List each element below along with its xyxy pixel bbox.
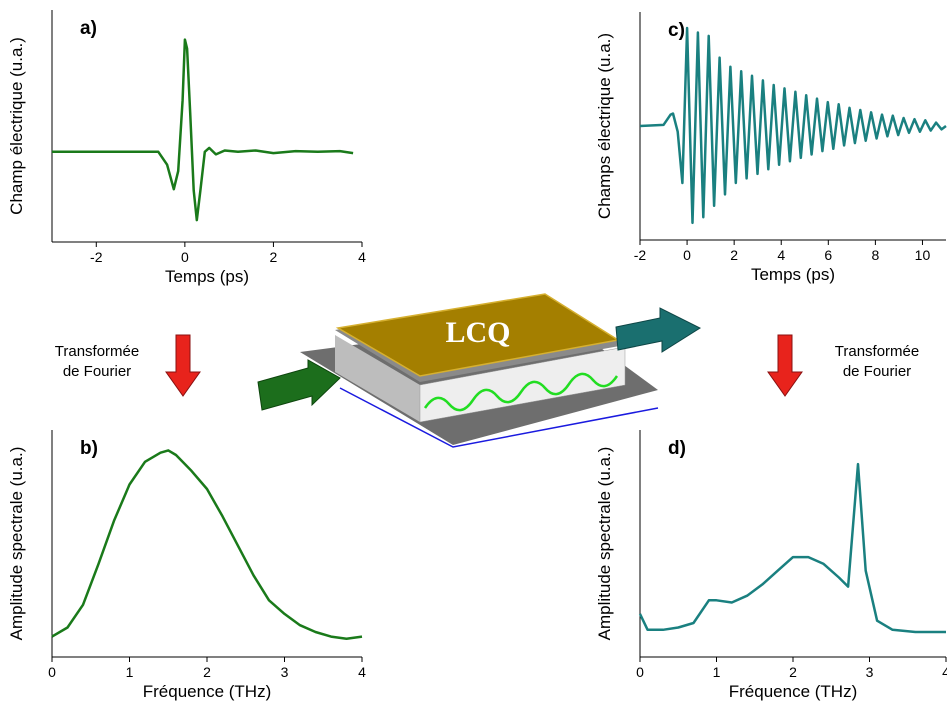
device-label: LCQ [445,316,510,349]
x-tick-label: 3 [866,664,874,680]
x-tick-label: -2 [634,247,647,263]
x-axis-label: Temps (ps) [165,267,249,286]
x-tick-label: 2 [203,664,211,680]
data-line [52,38,354,222]
panel-label: d) [668,438,686,459]
x-tick-label: 10 [915,247,931,263]
annotation: de Fourier [63,363,131,380]
x-tick-label: 0 [181,249,189,265]
x-tick-label: -2 [90,249,103,265]
side-face [335,335,420,422]
y-axis-label: Amplitude spectrale (u.a.) [595,447,614,641]
annotation: Transformée [835,343,919,360]
y-axis-label: Champs électrique (u.a.) [595,33,614,219]
wave [423,372,619,412]
x-tick-label: 1 [126,664,134,680]
output-arrow [615,307,702,353]
data-line [638,462,946,634]
x-tick-label: 8 [871,247,879,263]
data-line [51,449,363,641]
x-axis-label: Temps (ps) [751,265,835,284]
x-axis-label: Fréquence (THz) [143,682,271,701]
x-tick-label: 4 [358,249,366,265]
y-axis-label: Champ électrique (u.a.) [7,37,26,215]
x-tick-label: 2 [270,249,278,265]
x-tick-label: 4 [942,664,947,680]
x-tick-label: 2 [730,247,738,263]
panel-label: c) [668,20,685,41]
x-tick-label: 1 [713,664,721,680]
y-axis-label: Amplitude spectrale (u.a.) [7,447,26,641]
edge [339,387,659,448]
x-tick-label: 0 [48,664,56,680]
annotation: Transformée [55,343,139,360]
annotation: de Fourier [843,363,911,380]
x-tick-label: 4 [358,664,366,680]
x-tick-label: 2 [789,664,797,680]
x-tick-label: 3 [281,664,289,680]
fourier-arrow [767,334,803,397]
x-tick-label: 0 [636,664,644,680]
x-axis-label: Fréquence (THz) [729,682,857,701]
input-arrow [257,359,341,411]
fourier-arrow [165,334,201,397]
x-tick-label: 4 [777,247,785,263]
x-tick-label: 0 [683,247,691,263]
data-line [639,26,947,225]
qcl-device: LCQ [300,293,659,448]
panel-label: a) [80,18,97,39]
x-tick-label: 6 [824,247,832,263]
panel-label: b) [80,438,98,459]
